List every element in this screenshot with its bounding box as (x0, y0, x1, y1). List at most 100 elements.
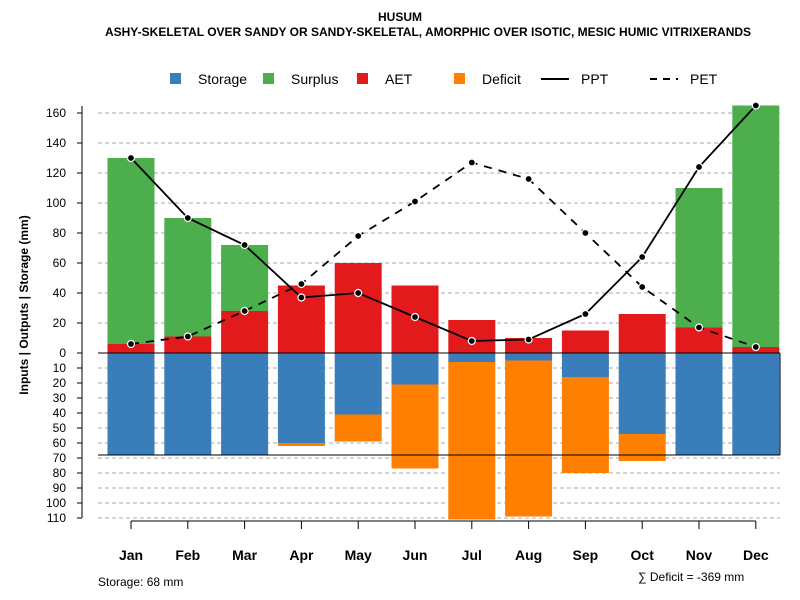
x-tick-label-jun: Jun (403, 547, 428, 563)
storage-footnote: Storage: 68 mm (98, 575, 184, 589)
storage-bar-aug (505, 353, 553, 361)
pet-point-jan (126, 339, 136, 349)
pet-point-sep (581, 228, 590, 238)
legend-label-deficit: Deficit (482, 71, 521, 87)
pet-point-dec (751, 342, 760, 352)
deficit-bar-jul (448, 362, 496, 520)
ppt-point-feb (183, 213, 192, 223)
deficit-bar-sep (561, 377, 609, 473)
ppt-point-mar (240, 240, 249, 250)
x-tick-label-mar: Mar (232, 547, 257, 563)
y-tick-label: 120 (46, 166, 66, 180)
pet-point-jul (467, 158, 476, 167)
ppt-point-dec (751, 101, 760, 110)
deficit-footnote: ∑ Deficit = -369 mm (638, 570, 745, 584)
y-tick-label: 160 (46, 106, 66, 120)
storage-bar-apr (277, 353, 325, 443)
pet-point-may (354, 231, 363, 241)
surplus-bar-feb (164, 218, 212, 337)
y-tick-label: 80 (53, 226, 67, 240)
chart-title: HUSUM (378, 10, 422, 24)
chart-subtitle: ASHY-SKELETAL OVER SANDY OR SANDY-SKELET… (105, 25, 751, 39)
x-tick-label-jan: Jan (119, 547, 143, 563)
ppt-line (130, 104, 757, 342)
pet-point-nov (694, 323, 704, 332)
storage-bar-jun (391, 353, 439, 385)
storage-bar-sep (561, 353, 609, 377)
aet-bar-aug (505, 338, 553, 353)
legend-label-surplus: Surplus (291, 71, 338, 87)
y-tick-label: 140 (46, 136, 66, 150)
x-tick-label-dec: Dec (743, 547, 769, 563)
deficit-bar-may (334, 414, 382, 442)
y-tick-label: 20 (53, 316, 67, 330)
y-tick-label: 10 (53, 361, 67, 375)
y-tick-label: 90 (53, 481, 67, 495)
surplus-bar-jan (107, 158, 155, 344)
x-tick-label-feb: Feb (175, 547, 200, 563)
x-tick-label-apr: Apr (289, 547, 314, 563)
legend-swatch-aet (357, 73, 368, 84)
aet-bar-feb (164, 336, 212, 353)
pet-point-jun (410, 197, 420, 206)
aet-bar-mar (221, 311, 269, 353)
storage-bar-jul (448, 353, 496, 362)
storage-bar-oct (618, 353, 666, 434)
x-tick-label-nov: Nov (686, 547, 713, 563)
ppt-point-jun (410, 312, 420, 322)
x-tick-label-jul: Jul (462, 547, 482, 563)
deficit-bar-apr (277, 443, 325, 446)
y-tick-label: 30 (53, 391, 67, 405)
pet-point-apr (297, 279, 306, 289)
y-tick-label: 60 (53, 256, 67, 270)
legend-label-pet: PET (690, 71, 718, 87)
deficit-bar-aug (505, 360, 553, 517)
legend-swatch-deficit (454, 73, 465, 84)
storage-bar-jan (107, 353, 155, 455)
ppt-point-jul (467, 336, 476, 346)
y-tick-label: 0 (59, 346, 66, 360)
storage-bar-dec (732, 353, 780, 455)
pet-point-feb (183, 332, 192, 341)
y-tick-label: 80 (53, 466, 67, 480)
pet-line (130, 161, 757, 348)
legend-label-ppt: PPT (581, 71, 609, 87)
x-tick-label-aug: Aug (515, 547, 542, 563)
storage-bar-nov (675, 353, 723, 455)
ppt-point-aug (524, 335, 533, 344)
y-tick-label: 100 (46, 496, 66, 510)
ppt-point-may (354, 288, 363, 298)
storage-bar-may (334, 353, 382, 415)
legend-swatch-surplus (263, 73, 274, 84)
y-tick-label: 50 (53, 421, 67, 435)
y-tick-label: 60 (53, 436, 67, 450)
y-tick-label: 110 (47, 511, 66, 525)
y-tick-label: 40 (53, 406, 67, 420)
aet-bar-jan (107, 344, 155, 353)
y-tick-label: 100 (46, 196, 66, 210)
x-tick-label-may: May (345, 547, 372, 563)
aet-bar-sep (561, 330, 609, 353)
legend-label-storage: Storage (198, 71, 247, 87)
deficit-bar-jun (391, 384, 439, 469)
storage-bar-mar (221, 353, 269, 455)
pet-point-aug (524, 174, 533, 184)
pet-point-mar (240, 306, 249, 316)
x-tick-label-oct: Oct (631, 547, 655, 563)
y-tick-label: 70 (53, 451, 67, 465)
ppt-point-oct (638, 252, 647, 262)
legend-swatch-storage (170, 73, 181, 84)
pet-point-oct (638, 282, 647, 292)
ppt-point-sep (581, 309, 590, 319)
aet-bar-jul (448, 320, 496, 353)
surplus-bar-dec (732, 105, 780, 347)
legend-label-aet: AET (385, 71, 413, 87)
y-axis-label: Inputs | Outputs | Storage (mm) (17, 215, 31, 394)
aet-bar-may (334, 263, 382, 353)
surplus-bar-mar (221, 245, 269, 311)
ppt-point-jan (126, 153, 136, 163)
aet-bar-nov (675, 327, 723, 353)
ppt-point-nov (694, 162, 704, 172)
x-tick-label-sep: Sep (573, 547, 599, 563)
